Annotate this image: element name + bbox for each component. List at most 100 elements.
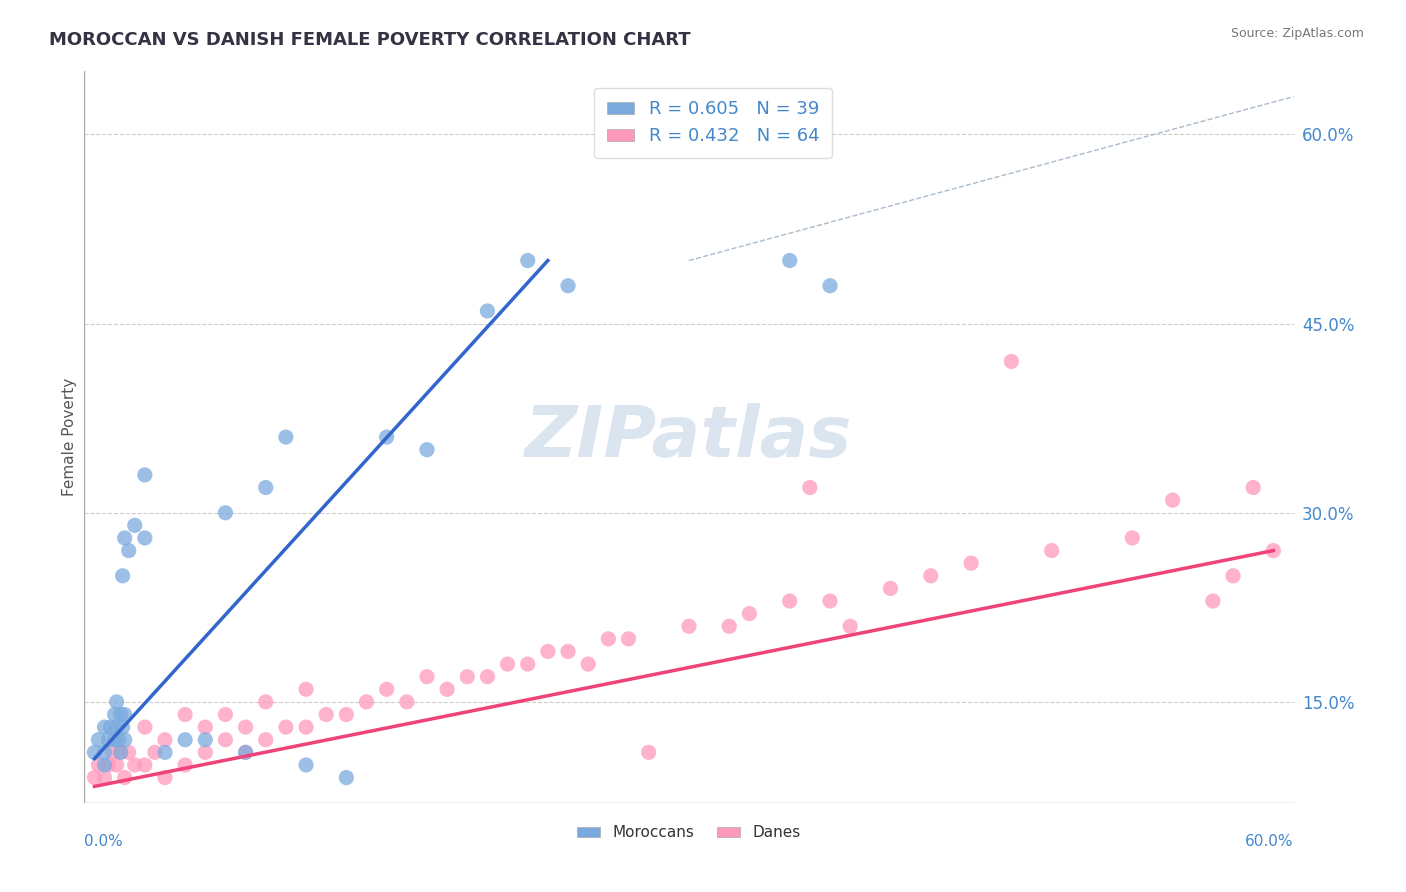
Point	[295, 758, 318, 772]
Point	[101, 745, 124, 759]
Text: Source: ZipAtlas.com: Source: ZipAtlas.com	[1230, 27, 1364, 40]
Point	[214, 707, 236, 722]
Point	[105, 695, 128, 709]
Point	[839, 619, 862, 633]
Point	[416, 670, 439, 684]
Point	[83, 771, 105, 785]
Point	[194, 732, 217, 747]
Point	[516, 657, 538, 671]
Point	[879, 582, 901, 596]
Point	[274, 720, 297, 734]
Point	[576, 657, 599, 671]
Point	[194, 720, 217, 734]
Point	[516, 253, 538, 268]
Point	[637, 745, 659, 759]
Point	[114, 771, 136, 785]
Text: ZIPatlas: ZIPatlas	[526, 402, 852, 472]
Point	[235, 745, 257, 759]
Point	[537, 644, 560, 658]
Point	[87, 758, 110, 772]
Point	[477, 670, 499, 684]
Point	[153, 732, 176, 747]
Point	[118, 745, 141, 759]
Point	[1121, 531, 1143, 545]
Point	[143, 745, 166, 759]
Point	[254, 695, 277, 709]
Point	[107, 732, 129, 747]
Point	[93, 771, 115, 785]
Point	[194, 745, 217, 759]
Point	[134, 467, 156, 482]
Point	[174, 732, 197, 747]
Text: 0.0%: 0.0%	[84, 834, 124, 849]
Point	[295, 720, 318, 734]
Point	[174, 758, 197, 772]
Point	[104, 707, 127, 722]
Point	[818, 278, 841, 293]
Point	[110, 745, 132, 759]
Point	[235, 745, 257, 759]
Point	[557, 278, 579, 293]
Point	[1241, 481, 1264, 495]
Point	[124, 518, 146, 533]
Point	[93, 758, 115, 772]
Point	[557, 644, 579, 658]
Point	[960, 556, 983, 570]
Point	[104, 732, 127, 747]
Point	[920, 569, 942, 583]
Point	[356, 695, 378, 709]
Point	[335, 707, 357, 722]
Point	[436, 682, 458, 697]
Point	[416, 442, 439, 457]
Point	[335, 771, 357, 785]
Point	[87, 732, 110, 747]
Point	[315, 707, 337, 722]
Point	[598, 632, 620, 646]
Text: MOROCCAN VS DANISH FEMALE POVERTY CORRELATION CHART: MOROCCAN VS DANISH FEMALE POVERTY CORREL…	[49, 31, 690, 49]
Point	[111, 720, 134, 734]
Point	[1263, 543, 1285, 558]
Point	[477, 304, 499, 318]
Point	[114, 707, 136, 722]
Point	[375, 430, 398, 444]
Point	[274, 430, 297, 444]
Point	[93, 720, 115, 734]
Point	[134, 758, 156, 772]
Point	[375, 682, 398, 697]
Point	[779, 594, 801, 608]
Point	[134, 720, 156, 734]
Point	[1081, 821, 1104, 835]
Point	[111, 569, 134, 583]
Point	[214, 506, 236, 520]
Point	[214, 732, 236, 747]
Y-axis label: Female Poverty: Female Poverty	[62, 378, 77, 496]
Point	[100, 720, 122, 734]
Point	[254, 732, 277, 747]
Point	[174, 707, 197, 722]
Point	[1000, 354, 1022, 368]
Point	[235, 720, 257, 734]
Point	[105, 720, 128, 734]
Point	[1040, 543, 1063, 558]
Point	[118, 543, 141, 558]
Point	[93, 745, 115, 759]
Point	[97, 758, 120, 772]
Point	[83, 745, 105, 759]
Point	[799, 481, 821, 495]
Point	[295, 682, 318, 697]
Point	[1161, 493, 1184, 508]
Point	[738, 607, 761, 621]
Point	[254, 481, 277, 495]
Point	[110, 707, 132, 722]
Point	[818, 594, 841, 608]
Point	[124, 758, 146, 772]
Point	[779, 253, 801, 268]
Point	[678, 619, 700, 633]
Point	[395, 695, 418, 709]
Point	[456, 670, 478, 684]
Point	[153, 745, 176, 759]
Text: 60.0%: 60.0%	[1246, 834, 1294, 849]
Point	[1222, 569, 1244, 583]
Point	[97, 732, 120, 747]
Point	[105, 758, 128, 772]
